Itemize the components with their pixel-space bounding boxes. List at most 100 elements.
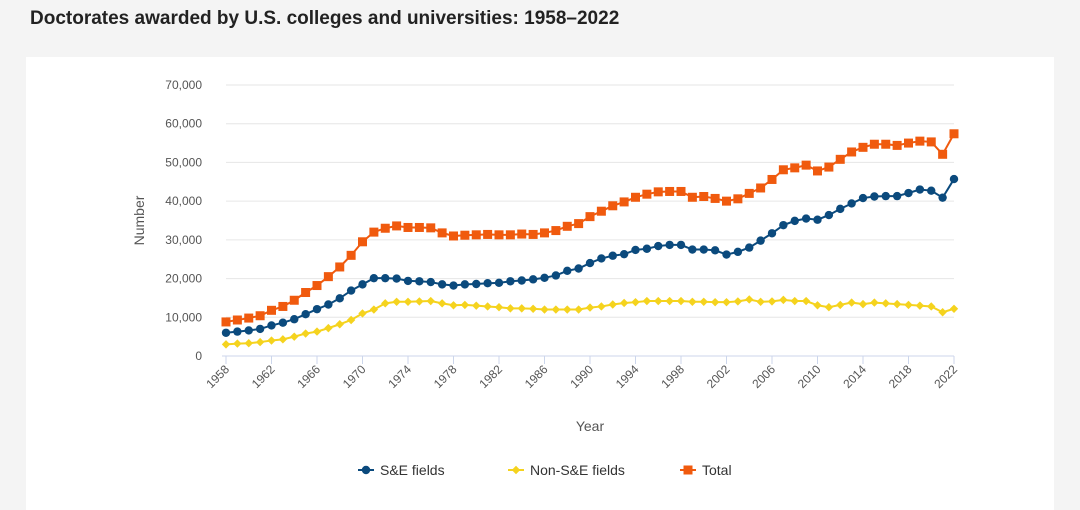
data-point-total[interactable] <box>255 311 265 321</box>
legend-item-total[interactable]: Total <box>680 462 732 478</box>
data-point-total[interactable] <box>278 301 288 311</box>
data-point-se[interactable] <box>824 210 834 220</box>
data-point-non-se[interactable] <box>324 323 333 333</box>
data-point-total[interactable] <box>881 139 891 149</box>
data-point-total[interactable] <box>437 228 447 238</box>
data-point-total[interactable] <box>915 136 925 146</box>
data-point-non-se[interactable] <box>597 302 606 311</box>
data-point-total[interactable] <box>778 165 788 175</box>
data-point-se[interactable] <box>927 186 936 195</box>
data-point-non-se[interactable] <box>870 298 879 307</box>
data-point-non-se[interactable] <box>756 297 765 306</box>
data-point-non-se[interactable] <box>710 297 720 307</box>
data-point-non-se[interactable] <box>563 305 572 314</box>
data-point-se[interactable] <box>426 277 435 287</box>
data-point-total[interactable] <box>619 197 629 207</box>
data-point-se[interactable] <box>494 278 504 288</box>
data-point-total[interactable] <box>494 230 504 240</box>
data-point-total[interactable] <box>528 229 538 239</box>
legend-item-se[interactable]: S&E fields <box>358 462 445 478</box>
legend-swatch-marker[interactable] <box>683 465 693 475</box>
data-point-total[interactable] <box>403 222 413 232</box>
data-point-non-se[interactable] <box>688 297 697 306</box>
data-point-non-se[interactable] <box>938 308 947 317</box>
data-point-se[interactable] <box>836 204 845 214</box>
data-point-se[interactable] <box>392 274 401 283</box>
data-point-se[interactable] <box>619 249 629 259</box>
data-point-total[interactable] <box>596 206 606 216</box>
data-point-se[interactable] <box>233 327 242 336</box>
data-point-non-se[interactable] <box>915 301 925 310</box>
data-point-total[interactable] <box>847 147 857 157</box>
data-point-non-se[interactable] <box>892 299 902 309</box>
data-point-se[interactable] <box>369 273 379 283</box>
data-point-total[interactable] <box>653 187 663 197</box>
data-point-se[interactable] <box>381 273 390 283</box>
data-point-se[interactable] <box>756 236 765 245</box>
data-point-se[interactable] <box>563 266 572 276</box>
data-point-non-se[interactable] <box>335 320 344 329</box>
data-point-non-se[interactable] <box>836 300 845 310</box>
data-point-total[interactable] <box>665 186 675 196</box>
data-point-se[interactable] <box>745 243 754 252</box>
data-point-se[interactable] <box>278 318 288 327</box>
data-point-total[interactable] <box>471 230 481 240</box>
data-point-non-se[interactable] <box>494 303 504 312</box>
data-point-non-se[interactable] <box>767 297 777 306</box>
data-point-total[interactable] <box>631 192 640 202</box>
data-point-non-se[interactable] <box>540 305 549 314</box>
data-point-total[interactable] <box>301 288 311 298</box>
data-point-non-se[interactable] <box>528 304 538 313</box>
data-point-non-se[interactable] <box>244 339 253 348</box>
data-point-se[interactable] <box>881 191 890 201</box>
data-point-se[interactable] <box>904 188 913 198</box>
data-point-se[interactable] <box>938 193 947 202</box>
data-point-se[interactable] <box>767 229 777 238</box>
legend-item-non-se[interactable]: Non-S&E fields <box>508 462 625 478</box>
data-point-total[interactable] <box>744 188 754 198</box>
data-point-total[interactable] <box>574 219 584 229</box>
data-point-non-se[interactable] <box>858 299 868 309</box>
data-point-non-se[interactable] <box>449 301 458 310</box>
data-point-non-se[interactable] <box>665 296 674 306</box>
data-point-se[interactable] <box>801 214 811 223</box>
data-point-total[interactable] <box>949 129 959 139</box>
data-point-total[interactable] <box>540 228 549 238</box>
data-point-non-se[interactable] <box>608 300 617 309</box>
data-point-non-se[interactable] <box>472 301 481 310</box>
data-point-se[interactable] <box>915 185 925 194</box>
data-point-total[interactable] <box>733 194 743 204</box>
data-point-se[interactable] <box>699 245 708 254</box>
data-point-total[interactable] <box>767 174 777 184</box>
data-point-non-se[interactable] <box>551 305 561 314</box>
data-point-non-se[interactable] <box>779 295 788 305</box>
data-point-total[interactable] <box>642 189 652 199</box>
data-point-total[interactable] <box>699 191 709 201</box>
data-point-se[interactable] <box>403 276 413 286</box>
data-point-total[interactable] <box>835 154 845 164</box>
data-point-non-se[interactable] <box>221 340 231 349</box>
data-point-total[interactable] <box>335 262 345 272</box>
data-point-se[interactable] <box>631 245 640 255</box>
data-point-non-se[interactable] <box>699 297 708 306</box>
data-point-total[interactable] <box>244 313 254 323</box>
data-point-non-se[interactable] <box>483 302 492 311</box>
data-point-se[interactable] <box>255 324 265 334</box>
data-point-se[interactable] <box>790 216 799 226</box>
data-point-se[interactable] <box>870 192 879 201</box>
data-point-non-se[interactable] <box>824 303 834 312</box>
data-point-se[interactable] <box>688 245 697 254</box>
data-point-total[interactable] <box>676 186 686 196</box>
data-point-non-se[interactable] <box>381 299 390 308</box>
data-point-non-se[interactable] <box>676 296 686 306</box>
data-point-se[interactable] <box>472 279 481 289</box>
data-point-non-se[interactable] <box>619 298 629 308</box>
data-point-total[interactable] <box>904 138 913 148</box>
data-point-non-se[interactable] <box>255 337 265 347</box>
data-point-se[interactable] <box>517 276 526 285</box>
data-point-total[interactable] <box>460 230 470 240</box>
data-point-non-se[interactable] <box>733 297 743 306</box>
data-point-total[interactable] <box>232 315 242 325</box>
data-point-total[interactable] <box>756 183 766 193</box>
data-point-se[interactable] <box>551 271 561 280</box>
